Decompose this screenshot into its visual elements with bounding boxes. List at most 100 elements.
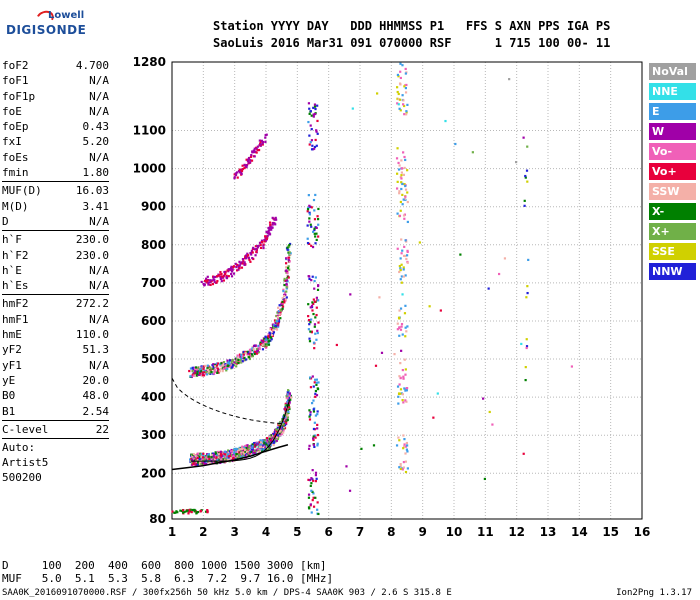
echo-point	[400, 177, 403, 180]
echo-point	[313, 445, 316, 449]
echo-point	[217, 362, 220, 365]
echo-point	[399, 257, 402, 260]
echo-point	[265, 235, 268, 238]
echo-point	[208, 459, 211, 462]
noise-point	[345, 465, 348, 468]
echo-point	[312, 399, 315, 402]
echo-point	[400, 167, 404, 170]
echo-point	[268, 226, 272, 229]
echo-point	[277, 322, 280, 325]
echo-point	[235, 361, 238, 364]
param-row-hme: hmE 110.0	[2, 327, 109, 342]
echo-point	[193, 456, 196, 459]
echo-point	[315, 306, 318, 309]
echo-point	[285, 286, 288, 289]
echo-point	[243, 261, 246, 264]
echo-point	[310, 477, 313, 480]
echo-point	[269, 443, 272, 446]
echo-point	[285, 422, 288, 426]
echo-point	[207, 281, 210, 285]
echo-point	[312, 435, 315, 438]
echo-point	[252, 451, 255, 454]
echo-point	[405, 387, 409, 390]
echo-point	[315, 383, 318, 386]
echo-point	[314, 193, 317, 197]
echo-point	[240, 262, 243, 265]
header-line-2: SaoLuis 2016 Mar31 091 070000 RSF 1 715 …	[213, 36, 611, 50]
echo-point	[247, 449, 250, 453]
echo-point	[251, 256, 254, 260]
echo-point	[190, 457, 193, 461]
autoscaling-info: Auto: Artist5 500200	[2, 440, 109, 485]
echo-point	[235, 452, 238, 456]
echo-point	[307, 194, 310, 197]
header-line-1: Station YYYY DAY DDD HHMMSS P1 FFS S AXN…	[213, 19, 611, 33]
echo-point	[194, 509, 197, 512]
echo-point	[406, 103, 409, 106]
echo-point	[230, 269, 233, 272]
echo-point	[402, 377, 405, 380]
echo-point	[206, 279, 209, 282]
echo-point	[191, 369, 194, 373]
echo-point	[220, 272, 223, 276]
param-name: fmin	[2, 166, 29, 180]
echo-point	[229, 452, 232, 455]
echo-point	[242, 355, 245, 359]
noise-point	[522, 452, 525, 455]
echo-point	[524, 174, 527, 178]
param-value: 3.41	[82, 199, 110, 213]
echo-point	[401, 333, 404, 336]
param-value: 20.0	[82, 373, 110, 387]
echo-point	[311, 275, 314, 278]
echo-point	[262, 342, 265, 345]
echo-point	[261, 142, 264, 145]
echo-point	[226, 456, 229, 459]
echo-point	[310, 318, 313, 321]
echo-point	[406, 200, 409, 204]
echo-point	[316, 331, 319, 335]
x-tick-label: 2	[199, 525, 207, 539]
echo-point	[313, 434, 316, 437]
echo-point	[193, 371, 196, 374]
echo-point	[397, 402, 400, 405]
echo-point	[309, 484, 312, 488]
echo-point	[284, 293, 287, 296]
echo-point	[316, 444, 319, 447]
echo-point	[260, 239, 264, 242]
echo-point	[313, 147, 316, 150]
echo-point	[260, 447, 263, 450]
echo-point	[248, 258, 251, 262]
y-tick-label: 900	[141, 200, 166, 214]
params-group-confidence: C-level 22	[2, 422, 109, 437]
echo-point	[310, 148, 314, 151]
echo-point	[313, 287, 316, 290]
echo-point	[240, 266, 244, 269]
echo-point	[247, 453, 250, 456]
echo-point	[270, 228, 273, 231]
echo-point	[316, 433, 320, 437]
echo-point	[230, 275, 234, 278]
echo-point	[312, 115, 315, 118]
echo-point	[265, 340, 269, 344]
echo-point	[402, 103, 405, 106]
echo-point	[251, 347, 254, 350]
param-row-md: M(D) 3.41	[2, 199, 109, 214]
echo-point	[234, 449, 238, 452]
echo-point	[236, 356, 239, 359]
echo-point	[307, 315, 310, 318]
param-name: C-level	[2, 422, 49, 436]
echo-point	[402, 275, 405, 278]
echo-point	[253, 352, 256, 356]
echo-point	[193, 367, 196, 370]
echo-point	[237, 268, 240, 271]
echo-point	[400, 238, 403, 241]
echo-point	[288, 406, 291, 409]
echo-point	[204, 457, 207, 460]
echo-point	[240, 452, 244, 456]
echo-point	[191, 508, 194, 512]
echo-point	[314, 496, 317, 499]
echo-point	[265, 237, 268, 240]
echo-point	[259, 439, 262, 442]
echo-point	[270, 434, 273, 437]
echo-point	[398, 309, 401, 312]
